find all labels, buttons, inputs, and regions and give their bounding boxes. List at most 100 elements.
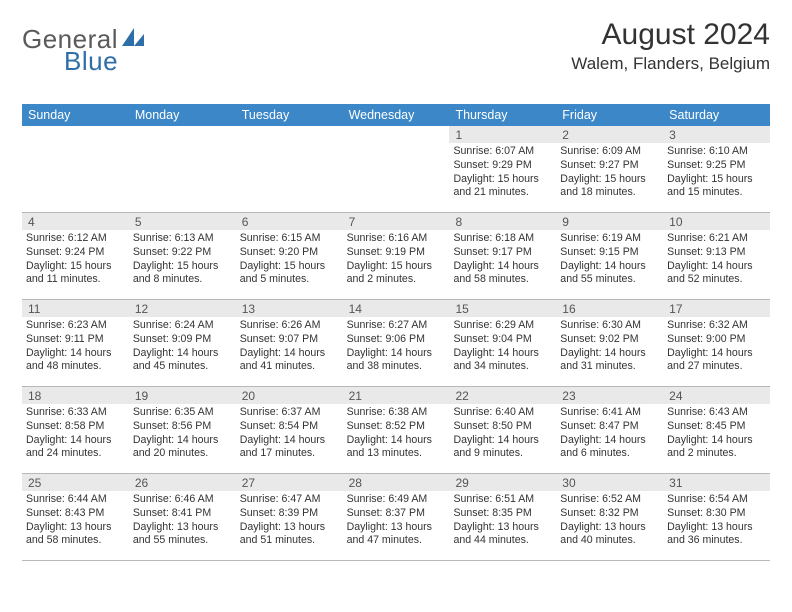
day-cell (343, 126, 450, 212)
day-cell: 30Sunrise: 6:52 AMSunset: 8:32 PMDayligh… (556, 474, 663, 560)
day-body: Sunrise: 6:21 AMSunset: 9:13 PMDaylight:… (663, 230, 770, 289)
day-line-dl2: and 47 minutes. (347, 534, 446, 548)
day-line-sr: Sunrise: 6:16 AM (347, 232, 446, 246)
day-line-ss: Sunset: 8:32 PM (560, 507, 659, 521)
day-body: Sunrise: 6:16 AMSunset: 9:19 PMDaylight:… (343, 230, 450, 289)
day-line-ss: Sunset: 9:22 PM (133, 246, 232, 260)
day-line-sr: Sunrise: 6:43 AM (667, 406, 766, 420)
day-number: 29 (449, 474, 556, 491)
day-line-dl1: Daylight: 14 hours (453, 347, 552, 361)
logo-triangle-icon (122, 28, 144, 51)
day-body: Sunrise: 6:41 AMSunset: 8:47 PMDaylight:… (556, 404, 663, 463)
day-number: 22 (449, 387, 556, 404)
day-cell: 29Sunrise: 6:51 AMSunset: 8:35 PMDayligh… (449, 474, 556, 560)
day-line-sr: Sunrise: 6:38 AM (347, 406, 446, 420)
day-line-dl2: and 5 minutes. (240, 273, 339, 287)
day-line-dl2: and 2 minutes. (667, 447, 766, 461)
day-line-dl2: and 9 minutes. (453, 447, 552, 461)
day-line-sr: Sunrise: 6:46 AM (133, 493, 232, 507)
day-header: Saturday (663, 104, 770, 126)
day-line-sr: Sunrise: 6:09 AM (560, 145, 659, 159)
week-row: 11Sunrise: 6:23 AMSunset: 9:11 PMDayligh… (22, 300, 770, 387)
day-line-dl1: Daylight: 14 hours (453, 260, 552, 274)
title-block: August 2024 Walem, Flanders, Belgium (571, 18, 770, 74)
day-cell: 14Sunrise: 6:27 AMSunset: 9:06 PMDayligh… (343, 300, 450, 386)
day-line-dl2: and 55 minutes. (133, 534, 232, 548)
day-number: 17 (663, 300, 770, 317)
day-line-dl1: Daylight: 15 hours (26, 260, 125, 274)
day-cell (129, 126, 236, 212)
day-line-dl2: and 38 minutes. (347, 360, 446, 374)
day-line-ss: Sunset: 9:02 PM (560, 333, 659, 347)
day-cell: 31Sunrise: 6:54 AMSunset: 8:30 PMDayligh… (663, 474, 770, 560)
day-header-row: Sunday Monday Tuesday Wednesday Thursday… (22, 104, 770, 126)
day-body (236, 143, 343, 147)
day-body: Sunrise: 6:18 AMSunset: 9:17 PMDaylight:… (449, 230, 556, 289)
day-line-dl1: Daylight: 14 hours (133, 347, 232, 361)
day-number (236, 126, 343, 143)
day-cell: 23Sunrise: 6:41 AMSunset: 8:47 PMDayligh… (556, 387, 663, 473)
day-line-ss: Sunset: 8:39 PM (240, 507, 339, 521)
day-line-ss: Sunset: 8:47 PM (560, 420, 659, 434)
day-line-sr: Sunrise: 6:21 AM (667, 232, 766, 246)
day-line-sr: Sunrise: 6:49 AM (347, 493, 446, 507)
day-body: Sunrise: 6:35 AMSunset: 8:56 PMDaylight:… (129, 404, 236, 463)
day-body (22, 143, 129, 147)
day-number: 9 (556, 213, 663, 230)
day-line-ss: Sunset: 9:09 PM (133, 333, 232, 347)
day-line-dl1: Daylight: 15 hours (667, 173, 766, 187)
day-body: Sunrise: 6:15 AMSunset: 9:20 PMDaylight:… (236, 230, 343, 289)
day-line-sr: Sunrise: 6:54 AM (667, 493, 766, 507)
day-line-sr: Sunrise: 6:15 AM (240, 232, 339, 246)
day-body (129, 143, 236, 147)
day-line-sr: Sunrise: 6:13 AM (133, 232, 232, 246)
day-line-dl1: Daylight: 15 hours (133, 260, 232, 274)
location: Walem, Flanders, Belgium (571, 54, 770, 74)
day-line-dl1: Daylight: 13 hours (240, 521, 339, 535)
day-cell: 16Sunrise: 6:30 AMSunset: 9:02 PMDayligh… (556, 300, 663, 386)
day-line-dl2: and 31 minutes. (560, 360, 659, 374)
day-line-dl1: Daylight: 14 hours (667, 260, 766, 274)
day-line-ss: Sunset: 8:45 PM (667, 420, 766, 434)
day-line-sr: Sunrise: 6:35 AM (133, 406, 232, 420)
day-line-sr: Sunrise: 6:19 AM (560, 232, 659, 246)
day-line-dl1: Daylight: 13 hours (347, 521, 446, 535)
day-cell: 27Sunrise: 6:47 AMSunset: 8:39 PMDayligh… (236, 474, 343, 560)
day-line-dl1: Daylight: 15 hours (453, 173, 552, 187)
day-cell: 28Sunrise: 6:49 AMSunset: 8:37 PMDayligh… (343, 474, 450, 560)
day-line-dl2: and 48 minutes. (26, 360, 125, 374)
day-line-sr: Sunrise: 6:29 AM (453, 319, 552, 333)
day-cell: 26Sunrise: 6:46 AMSunset: 8:41 PMDayligh… (129, 474, 236, 560)
day-line-sr: Sunrise: 6:07 AM (453, 145, 552, 159)
day-cell: 7Sunrise: 6:16 AMSunset: 9:19 PMDaylight… (343, 213, 450, 299)
day-number: 5 (129, 213, 236, 230)
day-line-dl1: Daylight: 15 hours (347, 260, 446, 274)
day-line-dl2: and 40 minutes. (560, 534, 659, 548)
day-line-sr: Sunrise: 6:10 AM (667, 145, 766, 159)
day-line-ss: Sunset: 8:58 PM (26, 420, 125, 434)
day-number: 16 (556, 300, 663, 317)
day-line-sr: Sunrise: 6:24 AM (133, 319, 232, 333)
day-line-dl1: Daylight: 14 hours (667, 434, 766, 448)
day-body: Sunrise: 6:49 AMSunset: 8:37 PMDaylight:… (343, 491, 450, 550)
day-line-sr: Sunrise: 6:44 AM (26, 493, 125, 507)
day-line-sr: Sunrise: 6:41 AM (560, 406, 659, 420)
logo-blue-line: Blue (64, 46, 118, 77)
day-body: Sunrise: 6:54 AMSunset: 8:30 PMDaylight:… (663, 491, 770, 550)
day-number: 8 (449, 213, 556, 230)
day-line-dl2: and 13 minutes. (347, 447, 446, 461)
day-line-ss: Sunset: 9:04 PM (453, 333, 552, 347)
day-line-dl1: Daylight: 13 hours (26, 521, 125, 535)
day-cell (236, 126, 343, 212)
day-body: Sunrise: 6:10 AMSunset: 9:25 PMDaylight:… (663, 143, 770, 202)
day-body: Sunrise: 6:40 AMSunset: 8:50 PMDaylight:… (449, 404, 556, 463)
day-body: Sunrise: 6:12 AMSunset: 9:24 PMDaylight:… (22, 230, 129, 289)
day-body: Sunrise: 6:44 AMSunset: 8:43 PMDaylight:… (22, 491, 129, 550)
day-body: Sunrise: 6:37 AMSunset: 8:54 PMDaylight:… (236, 404, 343, 463)
day-line-ss: Sunset: 9:20 PM (240, 246, 339, 260)
day-line-dl1: Daylight: 13 hours (667, 521, 766, 535)
day-cell: 9Sunrise: 6:19 AMSunset: 9:15 PMDaylight… (556, 213, 663, 299)
day-line-ss: Sunset: 9:27 PM (560, 159, 659, 173)
day-line-sr: Sunrise: 6:37 AM (240, 406, 339, 420)
day-cell: 8Sunrise: 6:18 AMSunset: 9:17 PMDaylight… (449, 213, 556, 299)
